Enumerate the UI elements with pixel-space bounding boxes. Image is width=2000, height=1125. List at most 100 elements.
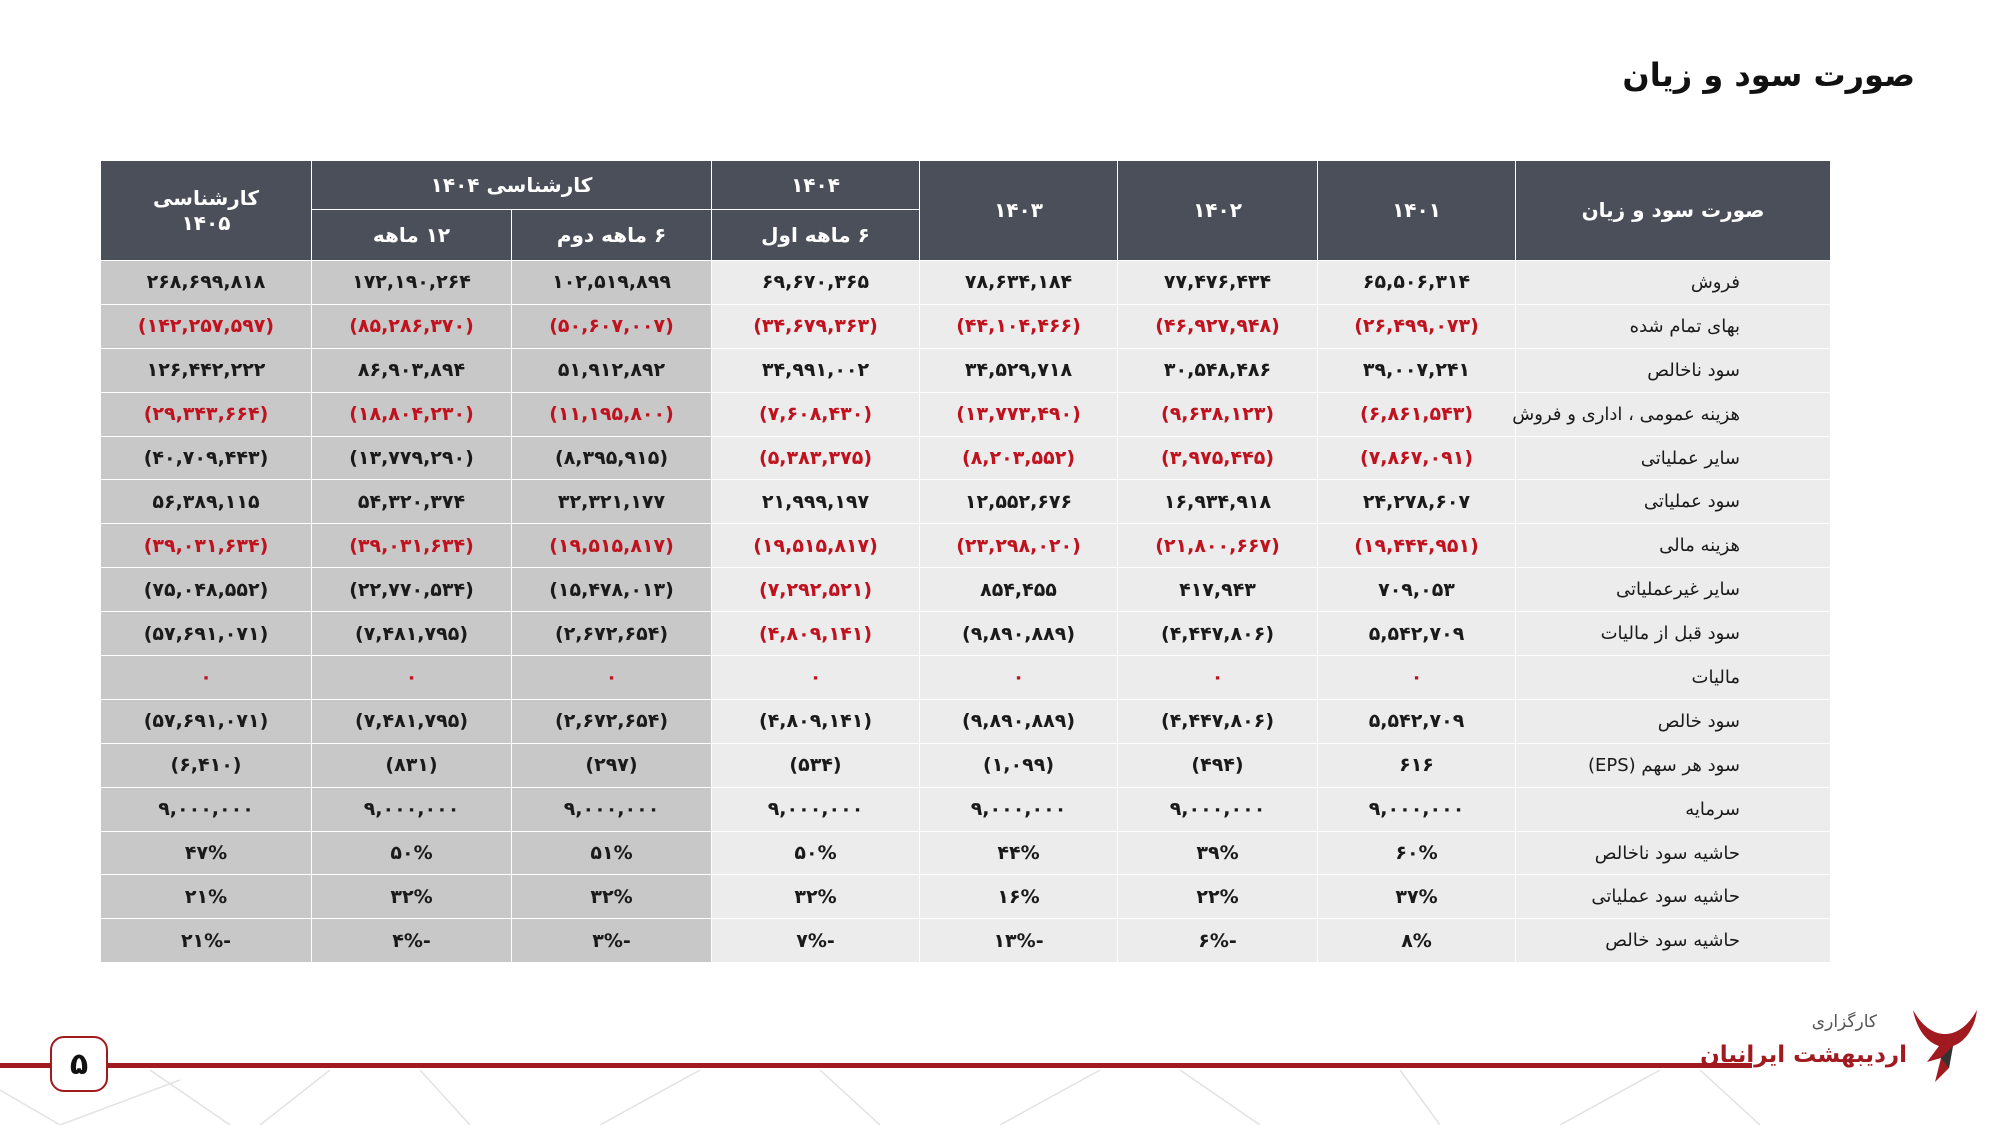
table-cell: ۸۶,۹۰۳,۸۹۴ [310, 347, 513, 393]
table-cell: (۶,۸۶۱,۵۴۳) [1317, 391, 1517, 437]
table-cell: ۶۱۶ [1317, 742, 1517, 788]
table-cell: ۰ [511, 655, 713, 700]
table-cell: (۱۳,۷۷۳,۴۹۰) [919, 391, 1119, 437]
row-label: سود قبل از مالیات [1515, 611, 1832, 657]
table-cell: (۸۵,۲۸۶,۳۷۰) [310, 303, 513, 349]
row-label: سرمایه [1515, 786, 1832, 832]
table-cell: (۵۰,۶۰۷,۰۰۷) [511, 303, 713, 349]
header-1402: ۱۴۰۲ [1117, 160, 1319, 261]
table-cell: (۳۹,۰۳۱,۶۳۴) [100, 523, 312, 569]
table-cell: -۲۱% [100, 918, 312, 964]
row-label: سایر غیرعملیاتی [1515, 567, 1832, 613]
table-cell: ۵۰% [310, 830, 513, 876]
table-cell: (۱۵,۴۷۸,۰۱۳) [511, 567, 713, 613]
table-cell: (۲,۶۷۲,۶۵۴) [511, 698, 713, 744]
table-cell: (۱۹,۵۱۵,۸۱۷) [711, 523, 921, 569]
table-cell: ۳۲% [711, 874, 921, 920]
table-cell: (۳,۹۷۵,۴۴۵) [1117, 435, 1319, 481]
table-cell: (۲۲,۷۷۰,۵۳۴) [310, 567, 513, 613]
table-row: سود ناخالص ۳۹,۰۰۷,۲۴۱ ۳۰,۵۴۸,۴۸۶ ۳۴,۵۲۹,۷۱۸… [100, 347, 1832, 393]
row-label: سود عملیاتی [1515, 479, 1832, 525]
row-label: فروش [1515, 260, 1832, 305]
table-cell: (۹,۸۹۰,۸۸۹) [919, 698, 1119, 744]
table-cell: ۳۲% [310, 874, 513, 920]
bull-logo-icon [1913, 1010, 1977, 1082]
table-cell: (۲۹,۳۴۳,۶۶۴) [100, 391, 312, 437]
table-cell: (۲۹۷) [511, 742, 713, 788]
table-cell: ۳۰,۵۴۸,۴۸۶ [1117, 347, 1319, 393]
table-cell: ۹,۰۰۰,۰۰۰ [919, 786, 1119, 832]
table-row: حاشیه سود ناخالص ۶۰% ۳۹% ۴۴% ۵۰% ۵۱% ۵۰% ۴۷% [100, 830, 1832, 876]
row-label: حاشیه سود ناخالص [1515, 830, 1832, 876]
table-cell: ۲۲% [1117, 874, 1319, 920]
table-cell: (۵۳۴) [711, 742, 921, 788]
table-cell: (۷,۴۸۱,۷۹۵) [310, 611, 513, 657]
table-cell: -۷% [711, 918, 921, 964]
table-row: سایر عملیاتی (۷,۸۶۷,۰۹۱) (۳,۹۷۵,۴۴۵) (۸,۲۰۳… [100, 435, 1832, 481]
table-cell: ۰ [919, 655, 1119, 700]
table-cell: (۴۰,۷۰۹,۴۴۳) [100, 435, 312, 481]
table-cell: ۴۴% [919, 830, 1119, 876]
row-label: حاشیه سود خالص [1515, 918, 1832, 964]
header-twelve-month: ۱۲ ماهه [310, 209, 513, 261]
header-label-col: صورت سود و زیان [1515, 160, 1832, 261]
table-cell: (۱۴۲,۲۵۷,۵۹۷) [100, 303, 312, 349]
table-cell: ۵,۵۴۲,۷۰۹ [1317, 698, 1517, 744]
logo-text-line1: کارگزاری [1811, 1012, 1877, 1032]
table-cell: ۸۵۴,۴۵۵ [919, 567, 1119, 613]
table-row: سود قبل از مالیات ۵,۵۴۲,۷۰۹ (۴,۴۴۷,۸۰۶) (۹,… [100, 611, 1832, 657]
table-cell: ۳۲,۳۲۱,۱۷۷ [511, 479, 713, 525]
table-cell: (۹,۸۹۰,۸۸۹) [919, 611, 1119, 657]
table-cell: -۴% [310, 918, 513, 964]
table-cell: ۹,۰۰۰,۰۰۰ [1117, 786, 1319, 832]
table-cell: ۹,۰۰۰,۰۰۰ [511, 786, 713, 832]
table-cell: ۱۶% [919, 874, 1119, 920]
table-cell: ۵۰% [711, 830, 921, 876]
table-cell: (۷,۲۹۲,۵۲۱) [711, 567, 921, 613]
table-cell: ۵۱,۹۱۲,۸۹۲ [511, 347, 713, 393]
header-forecast-1405-line2: ۱۴۰۵ [181, 210, 231, 235]
table-cell: ۳۷% [1317, 874, 1517, 920]
row-label: بهای تمام شده [1515, 303, 1832, 349]
row-label: سایر عملیاتی [1515, 435, 1832, 481]
brand-logo: کارگزاری اردیبهشت ایرانیان [1700, 998, 1985, 1090]
header-1403: ۱۴۰۳ [919, 160, 1119, 261]
table-cell: ۷۰۹,۰۵۳ [1317, 567, 1517, 613]
table-cell: (۱۸,۸۰۴,۲۳۰) [310, 391, 513, 437]
table-cell: (۲۶,۴۹۹,۰۷۳) [1317, 303, 1517, 349]
table-cell: ۱۶,۹۳۴,۹۱۸ [1117, 479, 1319, 525]
header-1401: ۱۴۰۱ [1317, 160, 1517, 261]
header-1404-first-half: ۶ ماهه اول [711, 209, 921, 261]
table-cell: -۶% [1117, 918, 1319, 964]
table-cell: ۷۸,۶۳۴,۱۸۴ [919, 260, 1119, 305]
table-row: بهای تمام شده (۲۶,۴۹۹,۰۷۳) (۴۶,۹۲۷,۹۴۸) (۴۴… [100, 303, 1832, 349]
row-label: هزینه عمومی ، اداری و فروش [1512, 391, 1832, 437]
table-row: هزینه مالی (۱۹,۴۴۴,۹۵۱) (۲۱,۸۰۰,۶۶۷) (۲۳,۲۹… [100, 523, 1832, 569]
row-label: سود خالص [1515, 698, 1832, 744]
table-cell: (۴۴,۱۰۴,۴۶۶) [919, 303, 1119, 349]
table-cell: ۲۴,۲۷۸,۶۰۷ [1317, 479, 1517, 525]
page-title: صورت سود و زیان [1622, 56, 1915, 94]
table-cell: -۱۳% [919, 918, 1119, 964]
row-label: هزینه مالی [1515, 523, 1832, 569]
table-cell: (۴۹۴) [1117, 742, 1319, 788]
table-cell: (۷,۴۸۱,۷۹۵) [310, 698, 513, 744]
income-statement-table: صورت سود و زیان ۱۴۰۱ ۱۴۰۲ ۱۴۰۳ ۱۴۰۴ کارش… [100, 160, 1832, 964]
table-cell: (۸,۲۰۳,۵۵۲) [919, 435, 1119, 481]
income-statement-table-wrap: صورت سود و زیان ۱۴۰۱ ۱۴۰۲ ۱۴۰۳ ۱۴۰۴ کارش… [100, 160, 1832, 964]
table-cell: ۳۲% [511, 874, 713, 920]
header-second-half: ۶ ماهه دوم [511, 209, 713, 261]
table-row: حاشیه سود خالص ۸% -۶% -۱۳% -۷% -۳% -۴% -۲۱% [100, 918, 1832, 964]
table-cell: (۴,۴۴۷,۸۰۶) [1117, 611, 1319, 657]
table-cell: (۷,۶۰۸,۴۳۰) [711, 391, 921, 437]
table-cell: (۴,۸۰۹,۱۴۱) [711, 698, 921, 744]
table-cell: (۱,۰۹۹) [919, 742, 1119, 788]
table-cell: ۶۹,۶۷۰,۳۶۵ [711, 260, 921, 305]
table-cell: ۳۴,۹۹۱,۰۰۲ [711, 347, 921, 393]
table-row: سرمایه ۹,۰۰۰,۰۰۰ ۹,۰۰۰,۰۰۰ ۹,۰۰۰,۰۰۰ ۹,۰۰۰,۰… [100, 786, 1832, 832]
table-cell: ۸% [1317, 918, 1517, 964]
table-cell: ۹,۰۰۰,۰۰۰ [711, 786, 921, 832]
table-cell: ۶۰% [1317, 830, 1517, 876]
table-cell: (۱۱,۱۹۵,۸۰۰) [511, 391, 713, 437]
table-row: مالیات ۰ ۰ ۰ ۰ ۰ ۰ ۰ [100, 655, 1832, 700]
